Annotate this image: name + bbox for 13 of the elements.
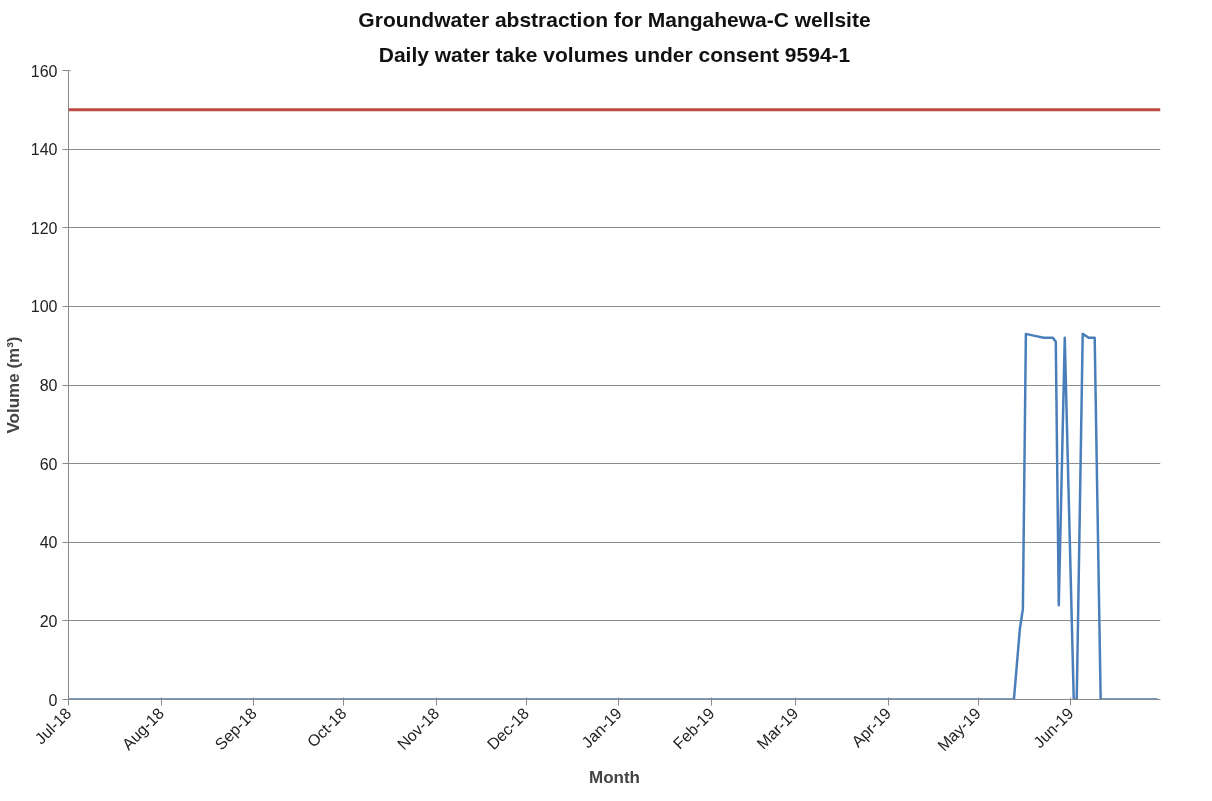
- y-tick-label: 160: [30, 62, 58, 80]
- y-axis-title: Volume (m³): [3, 336, 23, 434]
- chart-title: Groundwater abstraction for Mangahewa-C wellsite: [358, 7, 871, 31]
- chart-subtitle: Daily water take volumes under consent 9594-1: [378, 42, 851, 66]
- y-tick-label: 100: [30, 298, 58, 316]
- y-tick-label: 20: [39, 612, 58, 630]
- y-tick-label: 60: [39, 455, 58, 473]
- y-tick-label: 0: [48, 691, 58, 709]
- y-tick-label: 80: [39, 377, 58, 394]
- y-tick-label: 140: [30, 141, 58, 159]
- x-axis-title: Month: [589, 768, 640, 788]
- y-tick-label: 40: [39, 534, 58, 552]
- y-tick-label: 120: [30, 219, 58, 237]
